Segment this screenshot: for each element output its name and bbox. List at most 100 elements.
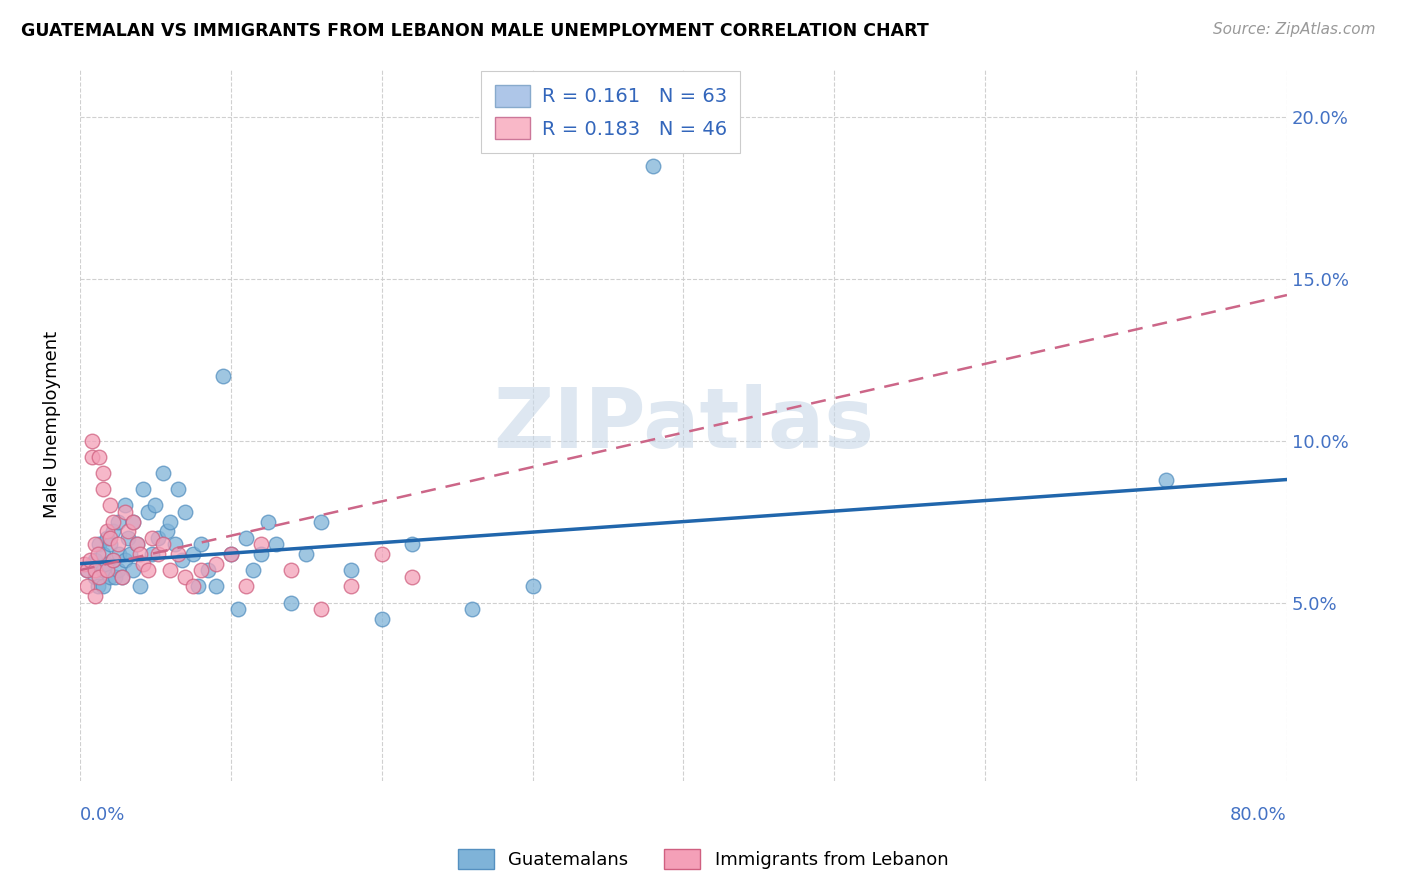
Point — [127, 537, 149, 551]
Point — [132, 482, 155, 496]
Point — [219, 547, 242, 561]
Point — [172, 553, 194, 567]
Point — [401, 569, 423, 583]
Point — [96, 557, 118, 571]
Point — [80, 450, 103, 464]
Point — [89, 450, 111, 464]
Text: 80.0%: 80.0% — [1230, 806, 1286, 824]
Point — [129, 547, 152, 561]
Point — [143, 499, 166, 513]
Point — [89, 569, 111, 583]
Point — [280, 563, 302, 577]
Point — [84, 537, 107, 551]
Point — [401, 537, 423, 551]
Point — [1154, 473, 1177, 487]
Text: GUATEMALAN VS IMMIGRANTS FROM LEBANON MALE UNEMPLOYMENT CORRELATION CHART: GUATEMALAN VS IMMIGRANTS FROM LEBANON MA… — [21, 22, 929, 40]
Text: ZIPatlas: ZIPatlas — [494, 384, 875, 465]
Point — [311, 515, 333, 529]
Point — [643, 159, 665, 173]
Point — [257, 515, 280, 529]
Point — [111, 569, 134, 583]
Point — [370, 612, 392, 626]
Point — [121, 563, 143, 577]
Point — [91, 547, 114, 561]
Point — [117, 524, 139, 539]
Point — [156, 524, 179, 539]
Point — [87, 579, 110, 593]
Point — [340, 563, 363, 577]
Point — [108, 547, 131, 561]
Legend: R = 0.161   N = 63, R = 0.183   N = 46: R = 0.161 N = 63, R = 0.183 N = 46 — [481, 71, 741, 153]
Point — [76, 563, 98, 577]
Point — [87, 547, 110, 561]
Point — [101, 524, 124, 539]
Point — [167, 482, 190, 496]
Point — [96, 531, 118, 545]
Point — [235, 579, 257, 593]
Point — [250, 537, 273, 551]
Point — [152, 537, 174, 551]
Point — [101, 515, 124, 529]
Point — [264, 537, 287, 551]
Point — [167, 547, 190, 561]
Text: 0.0%: 0.0% — [80, 806, 125, 824]
Point — [98, 569, 121, 583]
Point — [136, 505, 159, 519]
Point — [114, 505, 136, 519]
Point — [136, 563, 159, 577]
Point — [226, 602, 249, 616]
Point — [80, 434, 103, 448]
Point — [91, 466, 114, 480]
Point — [174, 569, 197, 583]
Point — [91, 482, 114, 496]
Point — [89, 537, 111, 551]
Point — [212, 368, 235, 383]
Point — [73, 557, 96, 571]
Point — [84, 563, 107, 577]
Point — [121, 515, 143, 529]
Point — [219, 547, 242, 561]
Point — [187, 579, 209, 593]
Point — [242, 563, 264, 577]
Y-axis label: Male Unemployment: Male Unemployment — [44, 331, 60, 518]
Point — [204, 579, 226, 593]
Point — [132, 557, 155, 571]
Point — [129, 579, 152, 593]
Point — [181, 547, 204, 561]
Point — [101, 553, 124, 567]
Point — [118, 547, 141, 561]
Point — [103, 569, 125, 583]
Point — [80, 557, 103, 571]
Point — [370, 547, 392, 561]
Point — [159, 515, 181, 529]
Point — [174, 505, 197, 519]
Point — [159, 563, 181, 577]
Point — [114, 553, 136, 567]
Point — [235, 531, 257, 545]
Point — [152, 466, 174, 480]
Point — [101, 553, 124, 567]
Point — [121, 515, 143, 529]
Point — [91, 563, 114, 577]
Point — [250, 547, 273, 561]
Point — [98, 537, 121, 551]
Point — [148, 547, 170, 561]
Point — [141, 547, 163, 561]
Point — [127, 537, 149, 551]
Point — [107, 537, 129, 551]
Point — [461, 602, 484, 616]
Point — [111, 569, 134, 583]
Point — [107, 515, 129, 529]
Point — [311, 602, 333, 616]
Point — [98, 531, 121, 545]
Point — [141, 531, 163, 545]
Point — [117, 531, 139, 545]
Legend: Guatemalans, Immigrants from Lebanon: Guatemalans, Immigrants from Lebanon — [449, 839, 957, 879]
Point — [79, 553, 101, 567]
Point — [280, 595, 302, 609]
Point — [84, 553, 107, 567]
Point — [190, 563, 212, 577]
Point — [148, 531, 170, 545]
Point — [76, 563, 98, 577]
Point — [91, 579, 114, 593]
